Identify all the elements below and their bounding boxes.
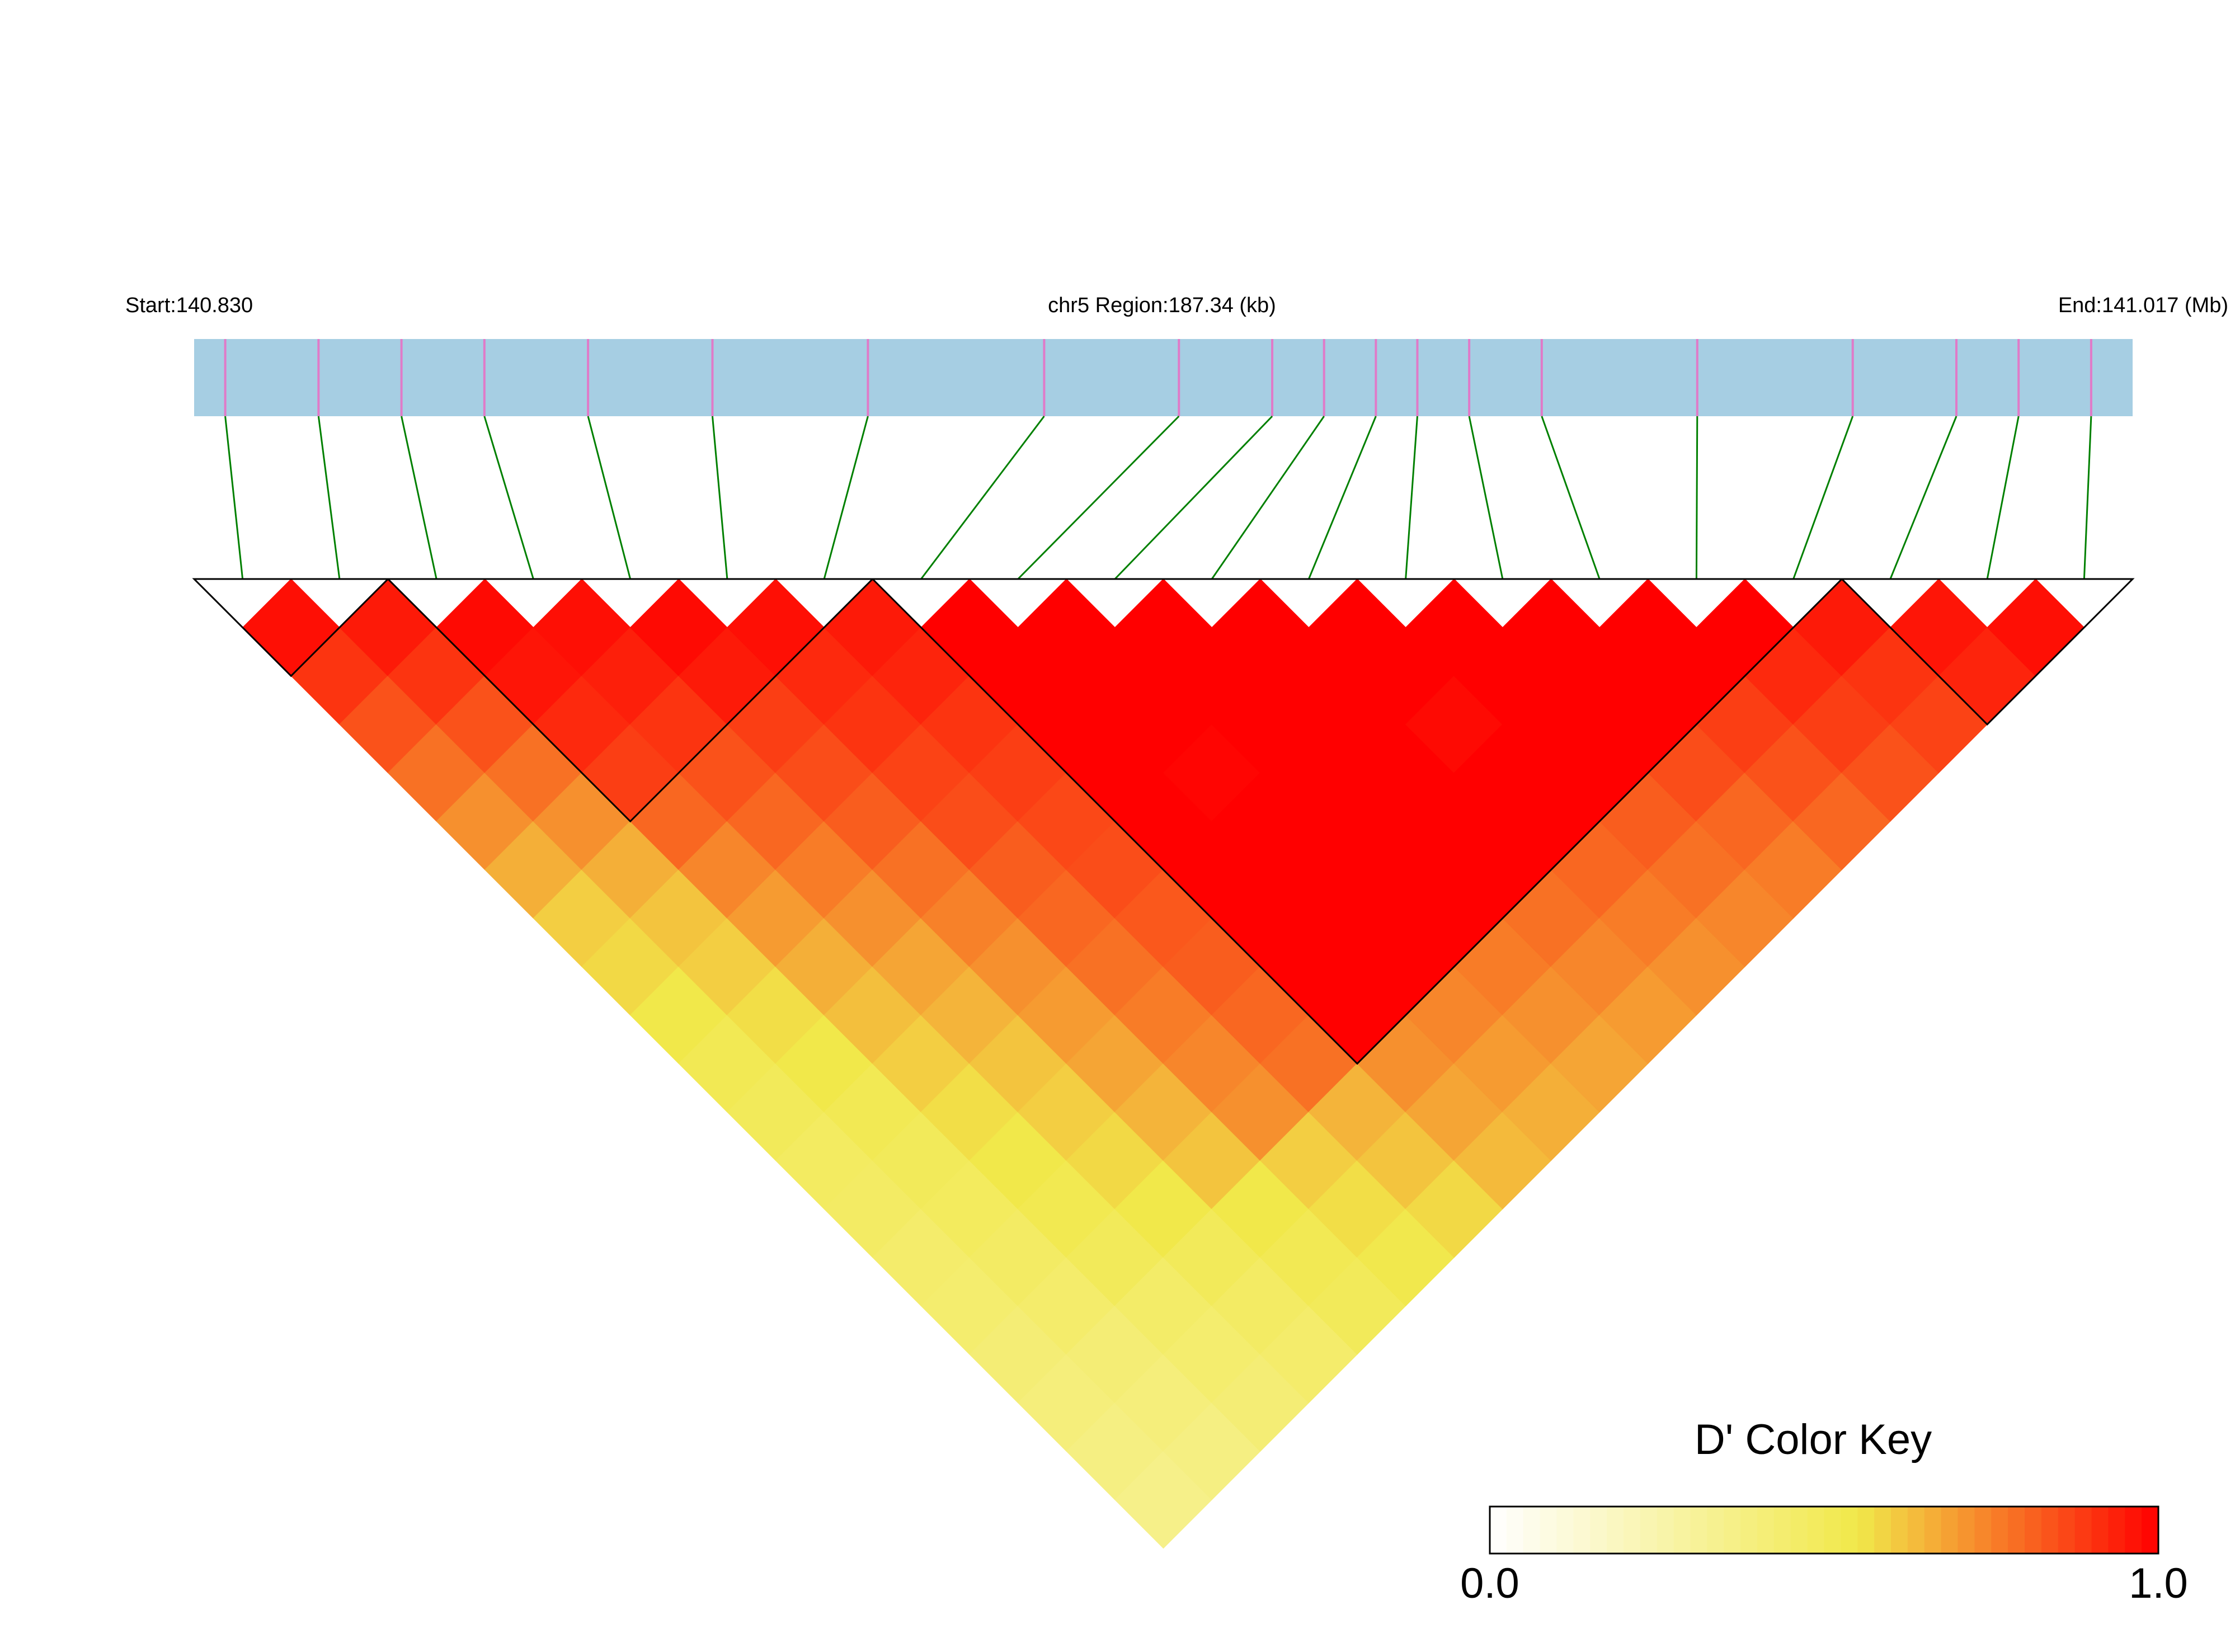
key-swatch: [1590, 1507, 1608, 1554]
key-swatch: [1707, 1507, 1725, 1554]
marker-connector: [401, 416, 437, 580]
gene-bar: [194, 339, 2133, 416]
key-swatch: [2025, 1507, 2042, 1554]
chart-title: chr5 Region:187.34 (kb): [1048, 294, 1276, 317]
key-swatch: [2058, 1507, 2076, 1554]
key-swatch: [1907, 1507, 1925, 1554]
key-swatch: [1924, 1507, 1942, 1554]
key-swatch: [1657, 1507, 1674, 1554]
start-label: Start:140.830: [125, 294, 253, 317]
marker-connector: [823, 416, 869, 580]
key-swatch: [1506, 1507, 1524, 1554]
key-swatch: [2108, 1507, 2126, 1554]
marker-connector: [587, 416, 632, 580]
key-swatch: [1724, 1507, 1742, 1554]
ld-block: [871, 578, 1844, 1065]
marker-connector: [920, 416, 1045, 580]
key-swatch: [1841, 1507, 1858, 1554]
key-swatch: [1824, 1507, 1842, 1554]
marker-connector: [1889, 416, 1958, 580]
marker-connector: [483, 416, 534, 580]
key-swatch: [2041, 1507, 2059, 1554]
ld-block: [385, 578, 875, 823]
marker-connector: [1211, 416, 1325, 580]
key-swatch: [1607, 1507, 1624, 1554]
key-swatch: [1573, 1507, 1591, 1554]
key-swatch: [1624, 1507, 1641, 1554]
key-swatch: [1540, 1507, 1558, 1554]
key-swatch: [1556, 1507, 1574, 1554]
ld-block: [1839, 578, 2135, 726]
key-swatch: [2008, 1507, 2025, 1554]
key-swatch: [1673, 1507, 1691, 1554]
key-swatch: [1523, 1507, 1541, 1554]
key-swatch: [1891, 1507, 1908, 1554]
key-swatch: [1640, 1507, 1658, 1554]
key-swatch: [1790, 1507, 1808, 1554]
key-swatch: [1874, 1507, 1891, 1554]
marker-connector: [1017, 415, 1180, 580]
key-swatch: [2091, 1507, 2109, 1554]
key-swatch: [1991, 1507, 2009, 1554]
key-tick-label: 0.0: [1460, 1560, 1519, 1607]
marker-connector: [1541, 416, 1601, 580]
end-label: End:141.017 (Mb): [2058, 294, 2228, 317]
marker-connector: [1986, 416, 2020, 580]
marker-connector: [1405, 416, 1418, 580]
key-swatch: [2142, 1507, 2159, 1554]
marker-connector: [1307, 416, 1377, 580]
marker-connector: [224, 416, 244, 580]
key-tick-label: 1.0: [2129, 1560, 2188, 1607]
marker-connector: [1114, 415, 1273, 580]
key-frame: [1489, 1505, 2159, 1555]
marker-connector: [2083, 416, 2092, 580]
marker-connector: [1792, 416, 1854, 580]
key-swatch: [1773, 1507, 1791, 1554]
key-swatch: [1857, 1507, 1875, 1554]
key-swatch: [1690, 1507, 1708, 1554]
marker-connector: [317, 416, 341, 580]
key-swatch: [1958, 1507, 1975, 1554]
key-swatch: [1974, 1507, 1992, 1554]
ld-block: [192, 578, 390, 677]
marker-connector: [1468, 416, 1504, 580]
key-swatch: [1807, 1507, 1825, 1554]
marker-connector: [1695, 416, 1698, 580]
key-title: D' Color Key: [1695, 1416, 1932, 1463]
key-swatch: [1740, 1507, 1758, 1554]
key-swatch: [2125, 1507, 2143, 1554]
key-swatch: [2074, 1507, 2092, 1554]
marker-connector: [711, 416, 728, 580]
key-swatch: [1757, 1507, 1775, 1554]
key-swatch: [1941, 1507, 1959, 1554]
key-swatch: [1490, 1507, 1507, 1554]
